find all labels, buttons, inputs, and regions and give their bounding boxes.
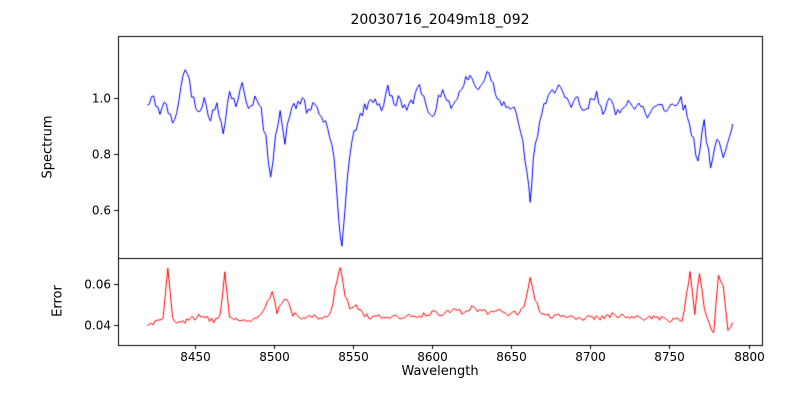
x-tick-label: 8600 [417,350,448,364]
x-tick-label: 8650 [496,350,527,364]
y-tick-label: 0.6 [91,203,111,217]
spectrum-axis-label: Spectrum [40,115,56,179]
y-tick-label: 0.8 [91,147,111,161]
error-axis-label: Error [50,285,66,317]
y-tick-label: 0.06 [84,277,111,291]
chart-title: 20030716_2049m18_092 [350,12,530,28]
x-tick-label: 8550 [338,350,369,364]
x-tick-label: 8500 [259,350,290,364]
x-tick-label: 8800 [734,350,765,364]
x-tick-label: 8750 [654,350,685,364]
y-tick-label: 1.0 [91,91,111,105]
x-tick-label: 8450 [180,350,211,364]
x-axis-label: Wavelength [401,364,479,379]
x-tick-label: 8700 [575,350,606,364]
y-tick-label: 0.04 [84,318,111,332]
